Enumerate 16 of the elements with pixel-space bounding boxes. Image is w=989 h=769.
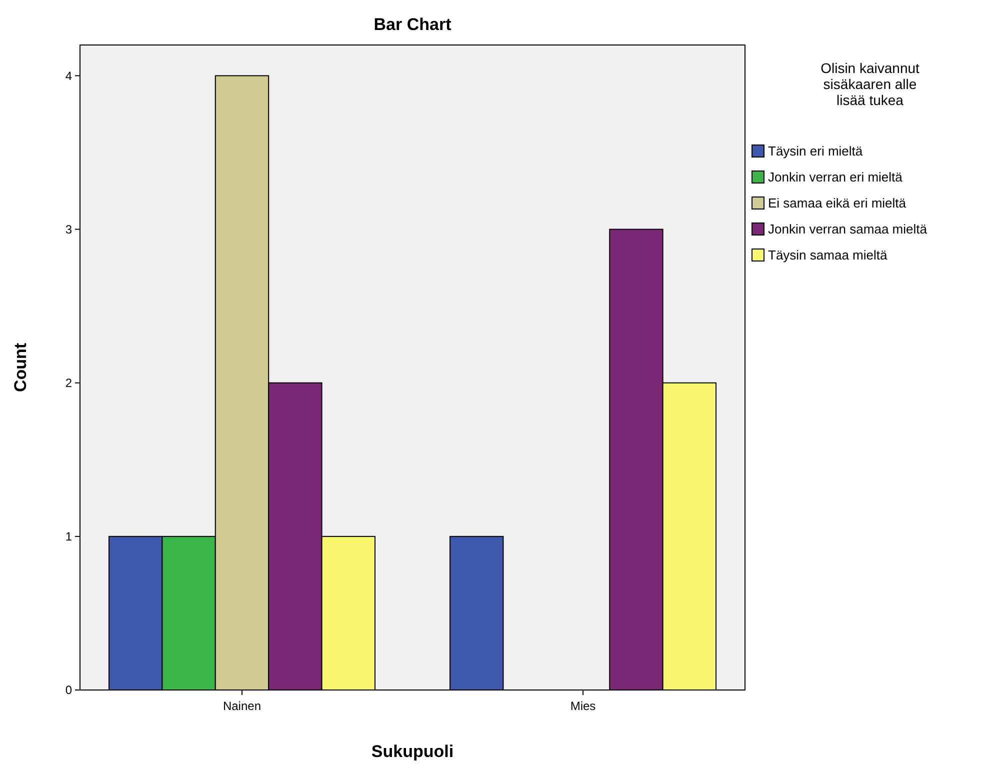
x-axis-title: Sukupuoli — [371, 742, 454, 761]
chart-title: Bar Chart — [374, 15, 452, 34]
legend-label: Täysin eri mieltä — [768, 144, 864, 159]
y-tick-label: 2 — [65, 376, 72, 390]
legend-label: Ei samaa eikä eri mieltä — [768, 196, 907, 211]
legend-label: Jonkin verran eri mieltä — [768, 170, 904, 185]
y-tick-label: 0 — [65, 683, 72, 698]
legend-label: Jonkin verran samaa mieltä — [768, 222, 928, 237]
y-tick-label: 4 — [65, 68, 72, 83]
x-tick-label: Mies — [570, 699, 596, 713]
y-axis-title: Count — [11, 342, 30, 392]
legend-title: Olisin kaivannut sisäkaaren alle lisää tukea — [820, 60, 920, 108]
y-tick-label: 3 — [65, 222, 72, 236]
x-tick-label: Nainen — [222, 699, 262, 713]
legend-label: Täysin samaa mieltä — [768, 248, 888, 263]
y-tick-label: 1 — [65, 530, 72, 544]
